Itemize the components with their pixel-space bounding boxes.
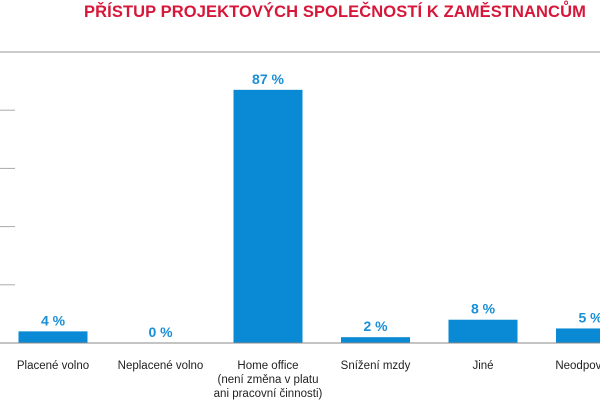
category-label: Snížení mzdy bbox=[341, 360, 411, 372]
category-label: Neplacené volno bbox=[118, 360, 204, 372]
category-label: ani pracovní činnosti) bbox=[214, 388, 323, 400]
bar bbox=[18, 331, 88, 343]
category-label: Placené volno bbox=[17, 360, 89, 372]
data-label: 4 % bbox=[41, 312, 66, 328]
bar bbox=[448, 319, 518, 343]
data-label: 87 % bbox=[252, 71, 284, 87]
category-label: Neodpověděli bbox=[555, 360, 600, 372]
bar bbox=[233, 89, 303, 343]
data-label: 5 % bbox=[578, 309, 600, 325]
data-label: 2 % bbox=[363, 318, 388, 334]
bar bbox=[556, 328, 600, 343]
category-label: Home office bbox=[237, 360, 298, 372]
data-label: 8 % bbox=[471, 301, 496, 317]
category-label: Jiné bbox=[472, 360, 493, 372]
category-label: (není změna v platu bbox=[217, 374, 318, 386]
chart-title: PŘÍSTUP PROJEKTOVÝCH SPOLEČNOSTÍ K ZAMĚS… bbox=[84, 3, 586, 21]
bar bbox=[341, 337, 410, 343]
data-label: 0 % bbox=[148, 324, 173, 340]
